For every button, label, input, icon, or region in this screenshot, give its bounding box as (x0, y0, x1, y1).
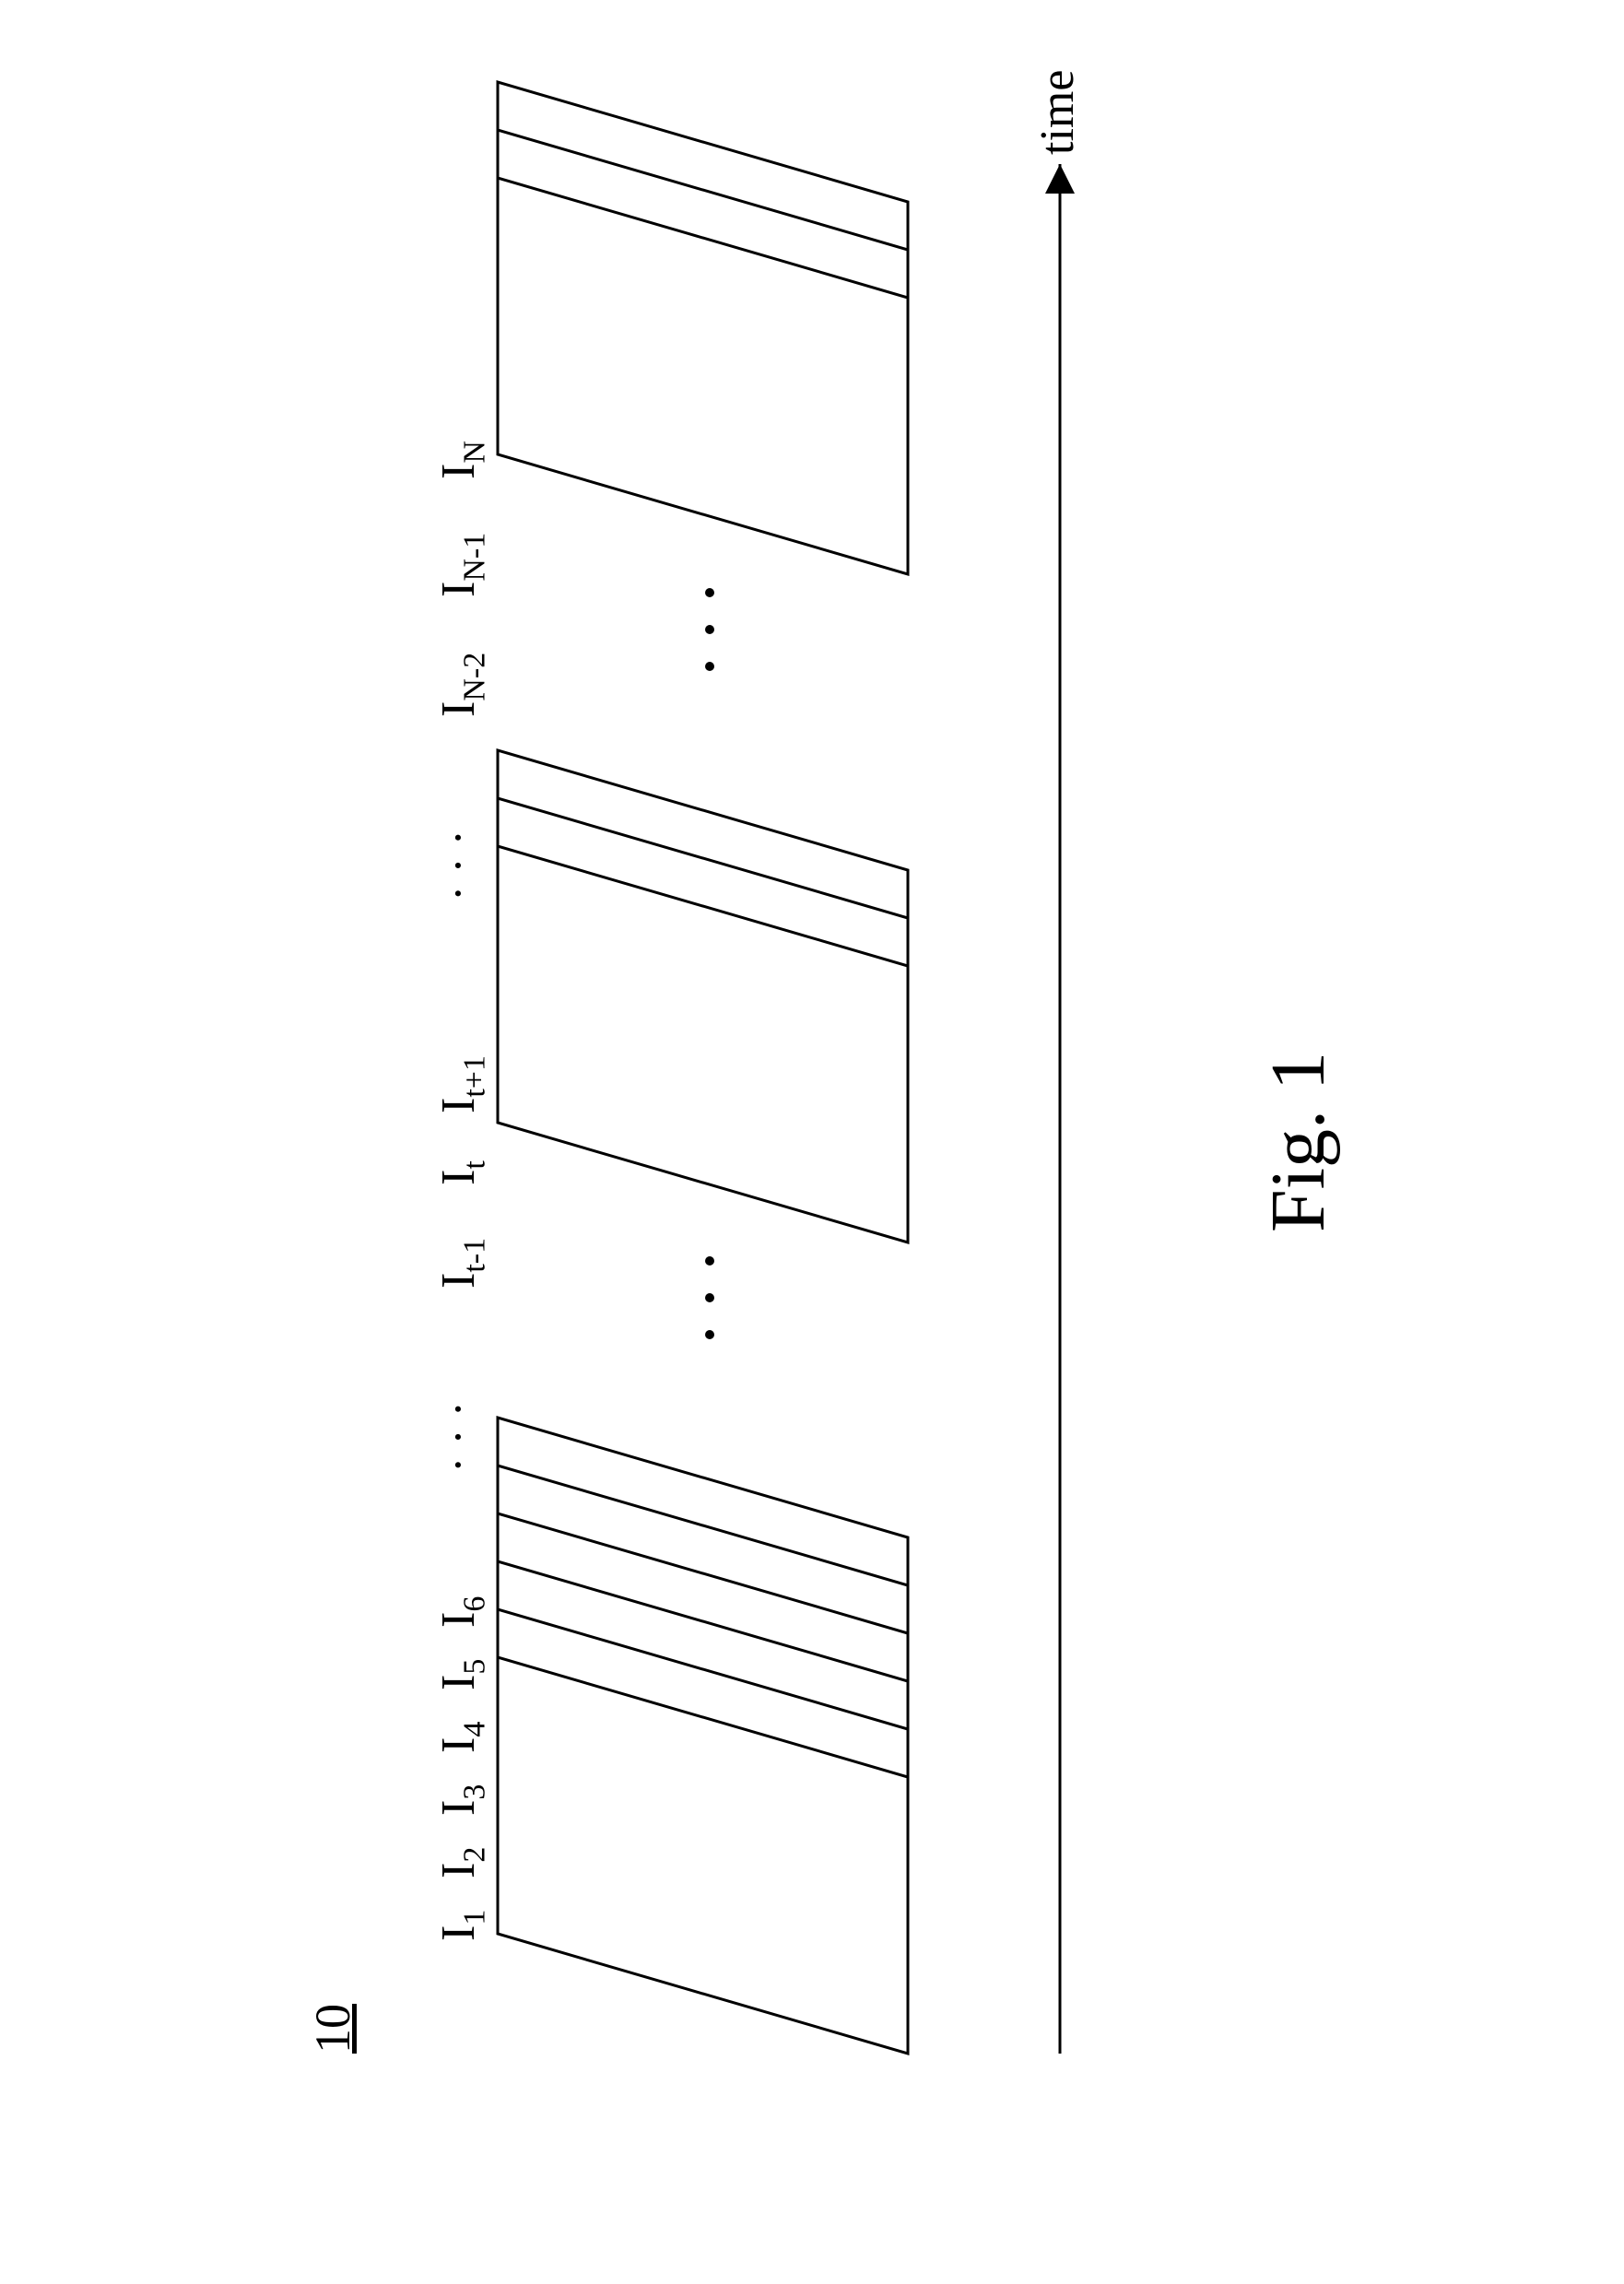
frame-group-1 (498, 1418, 908, 2054)
label-I2: I2 (431, 1847, 492, 1878)
frame-group-3 (498, 82, 908, 574)
stack-ellipsis-2 (705, 588, 714, 671)
time-label: time (1030, 70, 1085, 155)
label-I4: I4 (431, 1722, 492, 1753)
label-It: It (431, 1160, 492, 1185)
label-It-1: It-1 (431, 1238, 492, 1289)
label-IN: IN (431, 441, 492, 479)
label-I1: I1 (431, 1910, 492, 1941)
label-IN-1: IN-1 (431, 533, 492, 597)
label-ellipsis-2: · · · (431, 830, 486, 901)
time-axis (1045, 164, 1075, 2054)
label-It+1: It+1 (431, 1055, 492, 1113)
label-I6: I6 (431, 1596, 492, 1628)
figure-svg (0, 0, 1624, 2284)
frame-group-2 (498, 750, 908, 1242)
ref-number: 10 (304, 2004, 361, 2054)
label-ellipsis-1: · · · (431, 1401, 486, 1473)
labels-row: I1 I2 I3 I4 I5 I6 · · · It-1 It It+1 · ·… (431, 0, 487, 2284)
label-I5: I5 (431, 1659, 492, 1690)
figure-caption: Fig. 1 (1253, 0, 1343, 2284)
label-IN-2: IN-2 (431, 653, 492, 717)
figure-container: 10 I1 I2 I3 I4 I5 I6 · · · It-1 It It+1 … (0, 0, 1624, 2284)
stack-ellipsis-1 (705, 1256, 714, 1339)
label-I3: I3 (431, 1784, 492, 1816)
